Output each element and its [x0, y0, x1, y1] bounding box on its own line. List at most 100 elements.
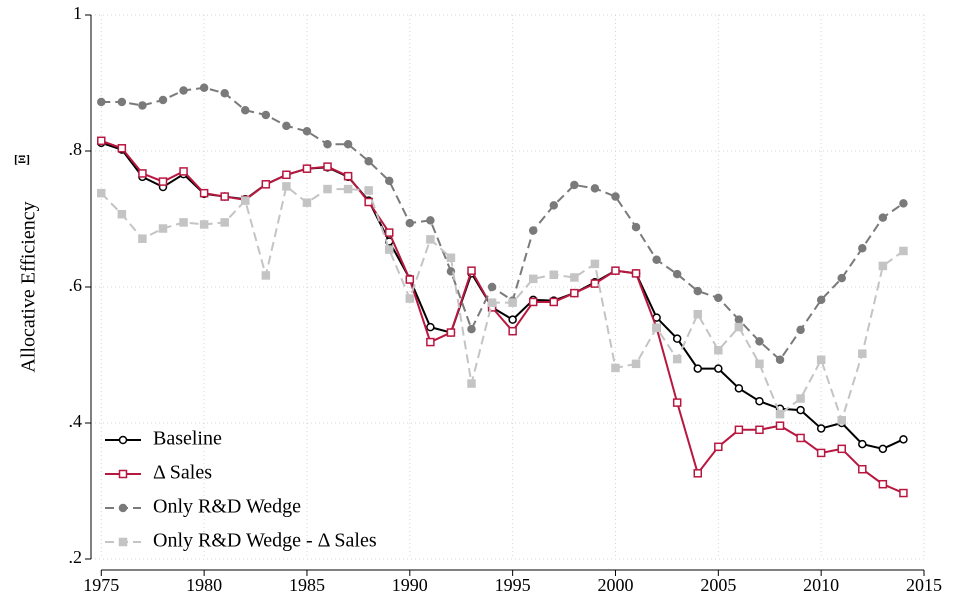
- point: [97, 188, 106, 198]
- point: [899, 435, 908, 444]
- point: [714, 293, 723, 303]
- point: [467, 324, 476, 334]
- point: [446, 253, 456, 263]
- point: [426, 216, 435, 225]
- point: [590, 279, 600, 288]
- point: [858, 464, 867, 474]
- y-tick-label: .6: [69, 275, 83, 295]
- point: [672, 334, 682, 343]
- point: [837, 416, 846, 425]
- x-tick-label: 2010: [803, 575, 839, 595]
- point: [714, 442, 723, 452]
- legend-label: Only R&D Wedge: [153, 496, 301, 518]
- point: [343, 171, 353, 181]
- point: [734, 322, 744, 332]
- point: [693, 469, 703, 478]
- point: [899, 199, 908, 208]
- point: [179, 86, 188, 95]
- point: [220, 192, 229, 201]
- point: [426, 235, 435, 244]
- point: [755, 337, 764, 346]
- x-tick-label: 1995: [495, 575, 531, 595]
- point: [693, 309, 703, 319]
- legend-label: Δ Sales: [153, 462, 212, 484]
- point: [755, 396, 764, 406]
- point: [611, 363, 620, 373]
- y-axis-symbol: [Ξ]: [14, 152, 30, 166]
- series-line: [101, 86, 905, 362]
- point: [364, 156, 373, 166]
- point: [261, 271, 271, 280]
- point: [117, 97, 127, 107]
- point: [816, 355, 826, 365]
- y-tick-label: .8: [69, 139, 83, 159]
- point: [528, 297, 538, 307]
- point: [138, 234, 147, 243]
- point: [405, 218, 415, 228]
- point: [549, 270, 559, 280]
- point: [714, 364, 723, 373]
- legend-label: Only R&D Wedge - Δ Sales: [153, 530, 377, 552]
- point: [528, 274, 538, 284]
- point: [775, 421, 785, 430]
- point: [631, 359, 641, 369]
- point: [775, 409, 785, 419]
- point: [528, 226, 538, 235]
- point: [652, 323, 661, 333]
- y-tick-label: .2: [69, 547, 83, 567]
- point: [426, 322, 435, 332]
- point: [837, 273, 846, 283]
- point: [508, 315, 517, 324]
- series-line: [100, 141, 904, 450]
- point: [508, 326, 517, 336]
- point: [570, 273, 579, 282]
- point: [302, 127, 312, 136]
- x-tick-label: 1985: [289, 575, 325, 595]
- point: [611, 266, 620, 275]
- point: [261, 110, 271, 120]
- point: [734, 384, 744, 393]
- point: [179, 218, 188, 227]
- point: [282, 182, 291, 191]
- point: [446, 328, 456, 337]
- point: [158, 224, 168, 233]
- point: [631, 269, 641, 278]
- point: [302, 164, 312, 173]
- point: [796, 405, 805, 415]
- x-tick-label: 2015: [906, 575, 942, 595]
- point: [755, 359, 764, 369]
- point: [858, 349, 867, 358]
- point: [878, 213, 888, 222]
- point: [590, 184, 600, 193]
- point: [858, 243, 867, 253]
- point: [549, 201, 559, 210]
- point: [899, 246, 908, 256]
- point: [343, 184, 353, 194]
- point: [878, 479, 888, 489]
- x-tick-label: 1980: [186, 575, 222, 595]
- point: [384, 245, 394, 254]
- point: [816, 424, 826, 433]
- point: [672, 269, 682, 279]
- x-tick-label: 1975: [83, 575, 119, 595]
- point: [796, 394, 805, 403]
- point: [117, 209, 127, 219]
- legend-marker: [118, 469, 128, 479]
- point: [138, 169, 147, 178]
- point: [672, 354, 682, 364]
- point: [652, 255, 661, 265]
- point: [138, 101, 147, 110]
- point: [405, 275, 415, 284]
- legend-marker: [118, 537, 128, 547]
- point: [549, 297, 559, 307]
- point: [426, 337, 435, 347]
- point: [364, 186, 373, 195]
- point: [487, 282, 497, 292]
- x-tick-label: 1990: [392, 575, 428, 595]
- point: [858, 439, 867, 449]
- point: [199, 83, 209, 93]
- point: [364, 197, 373, 207]
- series-line: [100, 184, 905, 424]
- point: [611, 192, 620, 201]
